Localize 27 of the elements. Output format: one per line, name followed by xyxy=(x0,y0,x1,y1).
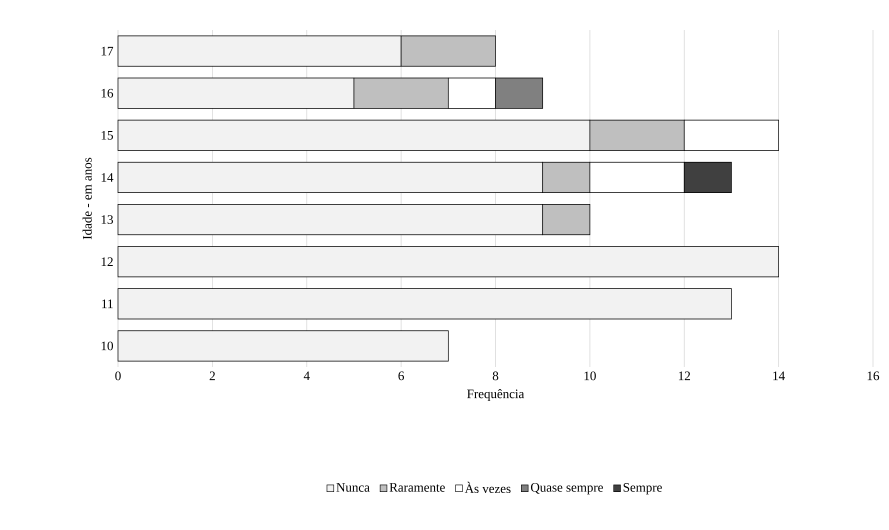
y-tick-label: 14 xyxy=(102,173,114,182)
bar xyxy=(118,288,732,320)
x-tick-label: 14 xyxy=(773,372,785,380)
y-tick-label: 15 xyxy=(102,130,113,140)
x-tick-label: 10 xyxy=(584,372,596,380)
y-tick-label: 12 xyxy=(102,257,113,266)
x-tick-label: 0 xyxy=(115,372,121,380)
legend-label: Sempre xyxy=(624,483,662,494)
x-tick-label: 4 xyxy=(304,372,310,380)
y-tick-label: 13 xyxy=(102,215,113,224)
x-axis-title: Frequência xyxy=(467,389,524,401)
bar xyxy=(118,330,449,362)
legend-label: Às vezes xyxy=(464,482,511,494)
legend-label: Raramente xyxy=(390,483,445,492)
y-tick-label: 17 xyxy=(102,46,114,56)
x-tick-label: 2 xyxy=(210,372,215,380)
x-tick-label: 16 xyxy=(868,372,880,380)
x-tick-label: 8 xyxy=(492,372,498,380)
x-tick-label: 12 xyxy=(678,372,690,380)
y-tick-label: 10 xyxy=(102,342,113,350)
legend-label: Quase sempre xyxy=(530,483,603,494)
legend-label: Nunca xyxy=(336,483,370,492)
x-tick-label: 6 xyxy=(398,372,404,380)
y-axis-title: Idade - em anos xyxy=(82,158,92,240)
y-tick-label: 16 xyxy=(102,88,114,98)
bar xyxy=(118,246,779,278)
y-tick-label: 11 xyxy=(102,300,113,308)
